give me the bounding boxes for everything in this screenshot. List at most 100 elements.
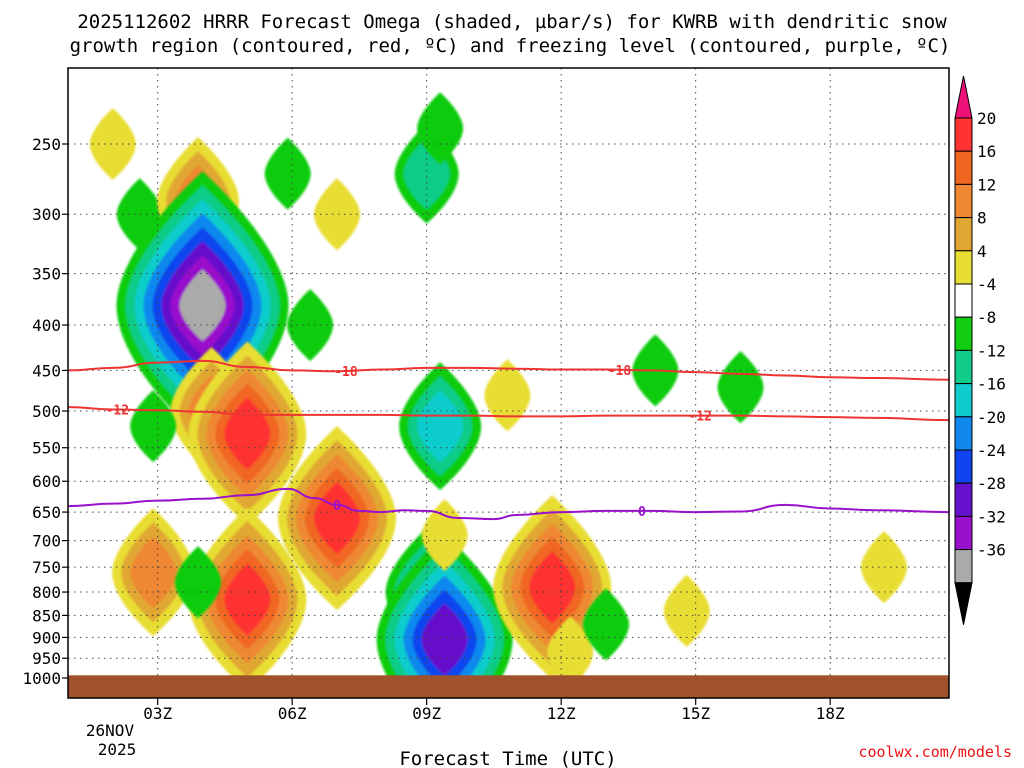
colorbar-band — [954, 515, 973, 551]
dendritic-minus-12-contour — [68, 406, 949, 422]
y-tick-label: 450 — [32, 361, 61, 380]
x-axis-title: Forecast Time (UTC) — [399, 748, 616, 768]
colorbar-band — [954, 416, 973, 451]
colorbar-band — [954, 117, 973, 152]
y-tick-label: 700 — [32, 532, 61, 551]
colorbar-band — [954, 482, 973, 517]
colorbar-label: 8 — [977, 209, 987, 228]
colorbar-label: -32 — [977, 507, 1006, 526]
x-axis-date-line-2: 2025 — [98, 740, 137, 759]
omega-level — [130, 536, 177, 609]
y-tick-label: 500 — [32, 402, 61, 421]
omega-level — [417, 390, 464, 463]
omega-cell — [663, 574, 710, 647]
omega-cell — [188, 341, 307, 526]
y-tick-label: 850 — [32, 606, 61, 625]
omega-shading — [89, 92, 907, 698]
omega-level — [89, 108, 136, 180]
omega-cell — [547, 616, 594, 689]
colorbar-label: 4 — [977, 242, 987, 261]
omega-level — [529, 551, 576, 624]
omega-level — [314, 178, 361, 251]
freezing-level-0-label: 0 — [638, 505, 646, 520]
omega-cell — [417, 92, 464, 165]
omega-cell — [112, 508, 195, 637]
colorbar-label: 16 — [977, 142, 996, 161]
colorbar-label: -4 — [977, 275, 996, 294]
contour-lines: -18 -18 -12 -12 0 0 — [68, 359, 949, 521]
dendritic-minus-18-label: -18 — [334, 365, 358, 380]
omega-cell — [717, 351, 764, 424]
omega-cell — [287, 289, 334, 362]
omega-level — [287, 289, 334, 362]
y-tick-label: 300 — [32, 205, 61, 224]
omega-level — [663, 574, 710, 647]
colorbar-band — [954, 217, 973, 252]
omega-level — [264, 137, 311, 210]
colorbar-band — [954, 349, 973, 385]
y-tick-label: 1000 — [22, 669, 61, 688]
x-tick-label: 03Z — [143, 704, 172, 723]
colorbar-band — [954, 283, 973, 318]
x-tick-label: 09Z — [412, 704, 441, 723]
y-tick-label: 400 — [32, 316, 61, 335]
omega-cell — [376, 533, 513, 698]
x-tick-label: 18Z — [816, 704, 845, 723]
colorbar-band — [954, 449, 973, 484]
omega-level — [224, 563, 271, 636]
colorbar-label: -28 — [977, 474, 1006, 493]
colorbar-label: -36 — [977, 541, 1006, 560]
dendritic-minus-18-label: -18 — [608, 364, 632, 379]
omega-cell — [175, 546, 222, 619]
omega-cell — [89, 108, 136, 180]
y-tick-label: 350 — [32, 265, 61, 284]
colorbar-bottom-arrow — [954, 582, 973, 625]
pressure-axis: 250 300 350 400 450 500 550 600 650 700 750 800 850 9… — [22, 135, 68, 688]
y-tick-label: 250 — [32, 135, 61, 154]
y-tick-label: 650 — [32, 503, 61, 522]
omega-level — [175, 546, 222, 619]
y-tick-label: 950 — [32, 649, 61, 668]
omega-level — [583, 588, 630, 661]
omega-colorbar: 20 16 12 8 4 -4 -8 -12 -16 -20 -24 -28 -32 -36 — [954, 75, 1006, 625]
colorbar-band — [954, 316, 973, 351]
colorbar-label: 12 — [977, 175, 996, 194]
plot-frame — [67, 67, 950, 699]
omega-cell — [399, 362, 482, 491]
chart-title-line-1: 2025112602 HRRR Forecast Omega (shaded, … — [77, 11, 947, 33]
omega-level — [179, 269, 226, 342]
ground-surface — [68, 675, 949, 698]
colorbar-band — [954, 549, 973, 584]
x-tick-label: 12Z — [547, 704, 576, 723]
omega-cell — [188, 507, 307, 692]
dendritic-minus-18-contour — [68, 359, 949, 381]
omega-cell — [278, 425, 397, 610]
omega-level — [547, 616, 594, 689]
colorbar-top-arrow — [954, 75, 973, 119]
omega-level — [484, 359, 531, 432]
x-tick-label: 15Z — [681, 704, 710, 723]
colorbar-label: -12 — [977, 341, 1006, 360]
x-axis-date-line-1: 26NOV — [86, 721, 135, 740]
omega-cell — [264, 137, 311, 210]
omega-cell — [130, 390, 177, 463]
time-axis: 03Z 06Z 09Z 12Z 15Z 18Z — [143, 698, 845, 723]
omega-cell — [314, 178, 361, 251]
freezing-level-0-label: 0 — [333, 499, 341, 514]
y-tick-label: 600 — [32, 472, 61, 491]
dendritic-minus-12-label: -12 — [106, 404, 129, 419]
colorbar-band — [954, 150, 973, 185]
dendritic-minus-12-label: -12 — [688, 410, 711, 425]
omega-cell — [484, 359, 531, 432]
x-tick-label: 06Z — [278, 704, 307, 723]
colorbar-band — [954, 183, 973, 219]
omega-level — [314, 481, 361, 554]
colorbar-label: 20 — [977, 109, 996, 128]
omega-level — [417, 92, 464, 165]
chart-title-line-2: growth region (contoured, red, ºC) and f… — [70, 35, 951, 57]
colorbar-band — [954, 250, 973, 285]
omega-cell — [860, 531, 907, 604]
colorbar-label: -20 — [977, 408, 1006, 427]
omega-level — [717, 351, 764, 424]
